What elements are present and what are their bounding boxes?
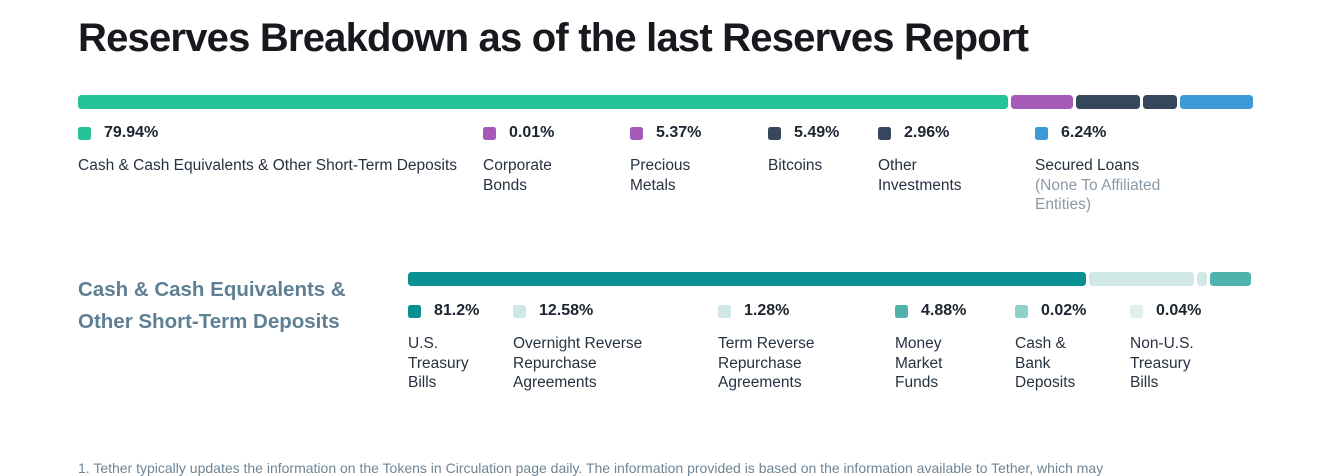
legend-label-text: Money Market Funds — [895, 335, 943, 391]
legend-label: Overnight Reverse Repurchase Agreements — [513, 334, 663, 393]
bar-segment[interactable] — [78, 95, 1008, 109]
legend-percent: 79.94% — [104, 124, 159, 141]
legend-label: Cash & Bank Deposits — [1015, 334, 1080, 393]
footnote: 1. Tether typically updates the informat… — [78, 460, 1104, 476]
legend-swatch — [483, 126, 496, 140]
legend-label-text: Corporate Bonds — [483, 157, 552, 194]
legend-item: 6.24% Secured Loans (None To Affiliated En… — [1035, 124, 1190, 215]
bar-segment[interactable] — [1196, 272, 1208, 286]
legend-percent: 4.88% — [921, 302, 967, 319]
legend-item: 81.2% U.S. Treasury Bills — [408, 302, 480, 393]
legend-label: Precious Metals — [630, 156, 720, 195]
legend-item: 5.37% Precious Metals — [630, 124, 720, 195]
legend-label: Money Market Funds — [895, 334, 953, 393]
page-title: Reserves Breakdown as of the last Reserv… — [78, 16, 1029, 60]
legend-head: 81.2% — [408, 302, 480, 320]
legend-percent: 81.2% — [434, 302, 480, 319]
legend-percent: 0.01% — [509, 124, 555, 141]
legend-percent: 12.58% — [539, 302, 594, 319]
legend-sublabel: (None To Affiliated Entities) — [1035, 176, 1161, 214]
legend-swatch — [718, 304, 731, 318]
reserves-total-bar — [78, 95, 1253, 109]
bar-segment[interactable] — [1180, 95, 1253, 109]
legend-label-text: Overnight Reverse Repurchase Agreements — [513, 335, 643, 391]
legend-head: 79.94% — [78, 124, 478, 142]
cash-equivalents-bar — [408, 272, 1251, 286]
legend-label-text: U.S. Treasury Bills — [408, 335, 469, 391]
legend-label: Other Investments — [878, 156, 978, 195]
legend-head: 5.49% — [768, 124, 858, 142]
legend-head: 2.96% — [878, 124, 978, 142]
legend-item: 1.28% Term Reverse Repurchase Agreements — [718, 302, 830, 393]
legend-swatch — [1035, 126, 1048, 140]
legend-percent: 5.37% — [656, 124, 702, 141]
legend-label: Bitcoins — [768, 156, 858, 176]
legend-label: Cash & Cash Equivalents & Other Short-Te… — [78, 156, 478, 176]
legend-item: 79.94% Cash & Cash Equivalents & Other Sh… — [78, 124, 478, 176]
legend-head: 0.02% — [1015, 302, 1086, 320]
legend-label: Secured Loans (None To Affiliated Entitie… — [1035, 156, 1190, 215]
legend-head: 1.28% — [718, 302, 830, 320]
legend-label: Term Reverse Repurchase Agreements — [718, 334, 830, 393]
legend-percent: 6.24% — [1061, 124, 1107, 141]
legend-swatch — [895, 304, 908, 318]
legend-swatch — [78, 126, 91, 140]
legend-label-text: Non-U.S. Treasury Bills — [1130, 335, 1194, 391]
legend-head: 0.01% — [483, 124, 573, 142]
legend-percent: 1.28% — [744, 302, 790, 319]
cash-equivalents-heading: Cash & Cash Equivalents & Other Short-Te… — [78, 278, 346, 333]
legend-head: 4.88% — [895, 302, 966, 320]
legend-swatch — [768, 126, 781, 140]
legend-head: 12.58% — [513, 302, 663, 320]
legend-label-text: Term Reverse Repurchase Agreements — [718, 335, 815, 391]
legend-label-text: Bitcoins — [768, 157, 823, 174]
legend-swatch — [630, 126, 643, 140]
legend-swatch — [878, 126, 891, 140]
legend-head: 5.37% — [630, 124, 720, 142]
legend-item: 4.88% Money Market Funds — [895, 302, 966, 393]
bar-segment[interactable] — [1010, 95, 1074, 109]
legend-percent: 0.02% — [1041, 302, 1087, 319]
legend-swatch — [1130, 304, 1143, 318]
legend-label: Corporate Bonds — [483, 156, 573, 195]
legend-label: U.S. Treasury Bills — [408, 334, 478, 393]
legend-label-text: Cash & Bank Deposits — [1015, 335, 1076, 391]
legend-item: 2.96% Other Investments — [878, 124, 978, 195]
legend-item: 12.58% Overnight Reverse Repurchase Agree… — [513, 302, 663, 393]
bar-segment[interactable] — [408, 272, 1086, 286]
legend-swatch — [408, 304, 421, 318]
bar-segment[interactable] — [1088, 272, 1194, 286]
bar-segment[interactable] — [1210, 272, 1251, 286]
legend-label: Non-U.S. Treasury Bills — [1130, 334, 1200, 393]
legend-swatch — [513, 304, 526, 318]
legend-swatch — [1015, 304, 1028, 318]
legend-percent: 2.96% — [904, 124, 950, 141]
legend-label-text: Cash & Cash Equivalents & Other Short-Te… — [78, 157, 458, 174]
legend-item: 0.04% Non-U.S. Treasury Bills — [1130, 302, 1202, 393]
legend-head: 0.04% — [1130, 302, 1202, 320]
legend-label-text: Other Investments — [878, 157, 962, 194]
legend-item: 0.02% Cash & Bank Deposits — [1015, 302, 1086, 393]
bar-segment[interactable] — [1143, 95, 1178, 109]
legend-item: 0.01% Corporate Bonds — [483, 124, 573, 195]
legend-label-text: Precious Metals — [630, 157, 691, 194]
bar-segment[interactable] — [1076, 95, 1140, 109]
legend-percent: 0.04% — [1156, 302, 1202, 319]
legend-item: 5.49% Bitcoins — [768, 124, 858, 176]
legend-label-text: Secured Loans — [1035, 157, 1140, 174]
legend-head: 6.24% — [1035, 124, 1190, 142]
legend-percent: 5.49% — [794, 124, 840, 141]
